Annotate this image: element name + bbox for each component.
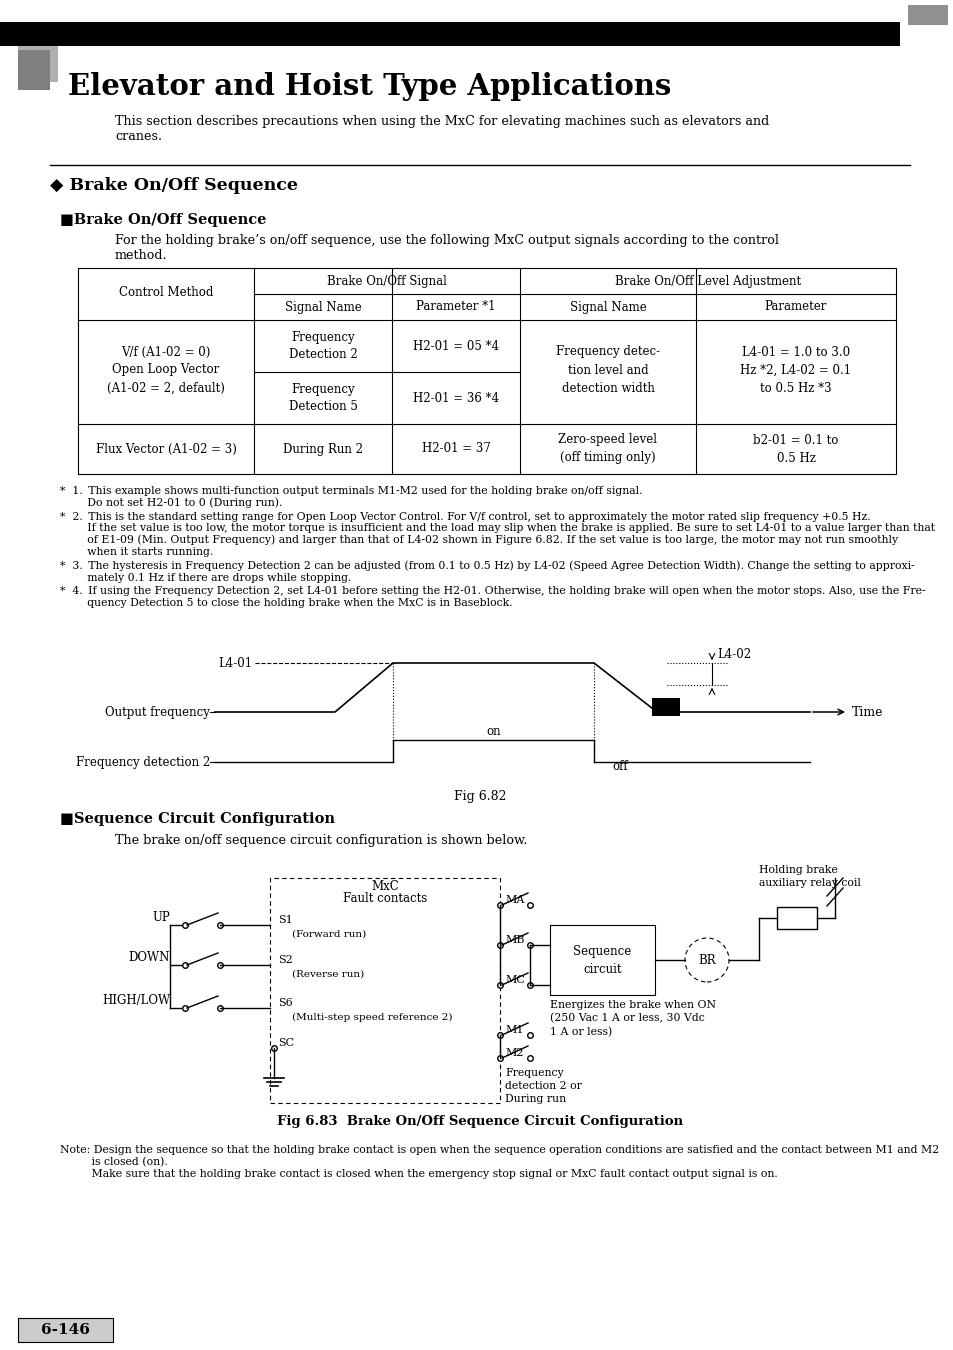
Text: S6: S6 bbox=[277, 998, 293, 1008]
Text: For the holding brake’s on/off sequence, use the following MxC output signals ac: For the holding brake’s on/off sequence,… bbox=[115, 234, 779, 262]
Text: M2: M2 bbox=[504, 1048, 523, 1058]
Text: Frequency detec-
tion level and
detection width: Frequency detec- tion level and detectio… bbox=[556, 346, 659, 394]
Text: Brake On/Off Level Adjustment: Brake On/Off Level Adjustment bbox=[615, 274, 801, 288]
Text: This section describes precautions when using the MxC for elevating machines suc: This section describes precautions when … bbox=[115, 115, 768, 143]
Text: Holding brake
auxiliary relay coil: Holding brake auxiliary relay coil bbox=[759, 865, 860, 888]
Text: Brake On/Off Signal: Brake On/Off Signal bbox=[327, 274, 446, 288]
Bar bbox=[776, 907, 816, 929]
Text: b2-01 = 0.1 to
0.5 Hz: b2-01 = 0.1 to 0.5 Hz bbox=[753, 433, 838, 464]
Text: M1: M1 bbox=[504, 1025, 523, 1035]
Text: on: on bbox=[486, 725, 500, 738]
Text: Parameter *1: Parameter *1 bbox=[416, 301, 496, 313]
Text: Signal Name: Signal Name bbox=[284, 301, 361, 313]
Text: Frequency detection 2: Frequency detection 2 bbox=[75, 756, 210, 768]
Text: MxC: MxC bbox=[371, 879, 398, 892]
Text: Control Method: Control Method bbox=[119, 286, 213, 300]
Text: Frequency
Detection 2: Frequency Detection 2 bbox=[289, 331, 357, 362]
Text: Fig 6.82: Fig 6.82 bbox=[454, 790, 506, 803]
Text: Frequency
detection 2 or
During run: Frequency detection 2 or During run bbox=[504, 1068, 581, 1104]
Text: Parameter: Parameter bbox=[764, 301, 826, 313]
Text: L4-01 = 1.0 to 3.0
Hz *2, L4-02 = 0.1
to 0.5 Hz *3: L4-01 = 1.0 to 3.0 Hz *2, L4-02 = 0.1 to… bbox=[740, 346, 851, 394]
Bar bbox=[0, 22, 899, 46]
Bar bbox=[651, 698, 679, 716]
Text: Note: Design the sequence so that the holding brake contact is open when the seq: Note: Design the sequence so that the ho… bbox=[60, 1145, 939, 1179]
Text: S2: S2 bbox=[277, 954, 293, 965]
Text: MB: MB bbox=[504, 936, 524, 945]
Text: L4-01: L4-01 bbox=[217, 656, 252, 670]
Bar bbox=[270, 878, 499, 1103]
Text: Sequence
circuit: Sequence circuit bbox=[573, 945, 631, 976]
Text: Elevator and Hoist Type Applications: Elevator and Hoist Type Applications bbox=[68, 72, 671, 101]
Bar bbox=[78, 269, 895, 474]
Text: Frequency
Detection 5: Frequency Detection 5 bbox=[288, 382, 357, 413]
Text: DOWN: DOWN bbox=[129, 950, 170, 964]
Text: 6-146: 6-146 bbox=[41, 1323, 90, 1336]
Bar bbox=[18, 1318, 112, 1342]
Text: Energizes the brake when ON
(250 Vac 1 A or less, 30 Vdc
1 A or less): Energizes the brake when ON (250 Vac 1 A… bbox=[550, 1000, 716, 1037]
Text: HIGH/LOW: HIGH/LOW bbox=[102, 994, 170, 1007]
Text: Time: Time bbox=[851, 706, 882, 718]
Text: L4-02: L4-02 bbox=[717, 648, 750, 662]
Text: H2-01 = 05 *4: H2-01 = 05 *4 bbox=[413, 339, 498, 352]
Text: Zero-speed level
(off timing only): Zero-speed level (off timing only) bbox=[558, 433, 657, 464]
Text: (Reverse run): (Reverse run) bbox=[292, 971, 364, 979]
Text: (Forward run): (Forward run) bbox=[292, 930, 366, 940]
Text: MA: MA bbox=[504, 895, 524, 905]
Text: *  1. This example shows multi-function output terminals M1-M2 used for the hold: * 1. This example shows multi-function o… bbox=[60, 486, 641, 509]
Text: S1: S1 bbox=[277, 915, 293, 925]
Text: The brake on/off sequence circuit configuration is shown below.: The brake on/off sequence circuit config… bbox=[115, 834, 527, 846]
Text: (Multi-step speed reference 2): (Multi-step speed reference 2) bbox=[292, 1012, 452, 1022]
Text: BR: BR bbox=[698, 953, 715, 967]
Bar bbox=[550, 925, 655, 995]
Bar bbox=[18, 50, 50, 90]
Text: *  2. This is the standard setting range for Open Loop Vector Control. For V/f c: * 2. This is the standard setting range … bbox=[60, 512, 934, 558]
Text: V/f (A1-02 = 0)
Open Loop Vector
(A1-02 = 2, default): V/f (A1-02 = 0) Open Loop Vector (A1-02 … bbox=[107, 346, 225, 394]
Text: off: off bbox=[612, 760, 627, 774]
Text: Signal Name: Signal Name bbox=[569, 301, 646, 313]
Text: H2-01 = 37: H2-01 = 37 bbox=[421, 443, 490, 455]
Text: H2-01 = 36 *4: H2-01 = 36 *4 bbox=[413, 392, 498, 405]
Text: Output frequency: Output frequency bbox=[105, 706, 210, 718]
Bar bbox=[907, 5, 947, 26]
Text: *  4. If using the Frequency Detection 2, set L4-01 before setting the H2-01. Ot: * 4. If using the Frequency Detection 2,… bbox=[60, 586, 924, 608]
Text: Fig 6.83  Brake On/Off Sequence Circuit Configuration: Fig 6.83 Brake On/Off Sequence Circuit C… bbox=[276, 1115, 682, 1129]
Text: Flux Vector (A1-02 = 3): Flux Vector (A1-02 = 3) bbox=[95, 443, 236, 455]
Text: MC: MC bbox=[504, 975, 524, 985]
Text: *  3. The hysteresis in Frequency Detection 2 can be adjusted (from 0.1 to 0.5 H: * 3. The hysteresis in Frequency Detecti… bbox=[60, 560, 914, 583]
Text: Fault contacts: Fault contacts bbox=[342, 891, 427, 904]
Text: ■Sequence Circuit Configuration: ■Sequence Circuit Configuration bbox=[60, 811, 335, 826]
Text: ■Brake On/Off Sequence: ■Brake On/Off Sequence bbox=[60, 213, 266, 227]
Text: SC: SC bbox=[277, 1038, 294, 1048]
Text: ◆ Brake On/Off Sequence: ◆ Brake On/Off Sequence bbox=[50, 177, 297, 194]
Text: During Run 2: During Run 2 bbox=[283, 443, 363, 455]
Bar bbox=[18, 22, 58, 82]
Text: UP: UP bbox=[152, 910, 170, 923]
